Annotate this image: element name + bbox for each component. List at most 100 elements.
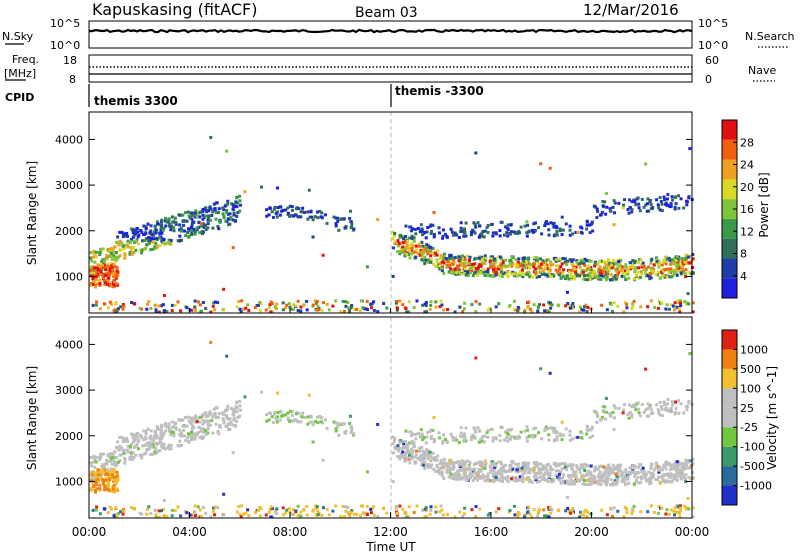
power-cell	[525, 306, 529, 310]
velocity-cell	[196, 505, 200, 509]
velocity-cell	[226, 417, 230, 421]
power-cell	[289, 307, 293, 311]
power-cell	[269, 300, 273, 304]
power-cell	[393, 232, 397, 236]
velocity-cell	[558, 434, 562, 438]
power-cell	[674, 259, 678, 263]
velocity-cell	[673, 476, 677, 480]
velocity-cell	[285, 508, 289, 512]
power-cell	[120, 230, 124, 234]
velocity-cell	[226, 422, 230, 426]
power-cell	[589, 259, 593, 263]
power-cell	[464, 234, 468, 238]
power-cell	[130, 237, 134, 241]
velocity-cell	[634, 471, 638, 475]
velocity-cell	[477, 461, 481, 465]
power-cell	[537, 226, 541, 230]
velocity-cell	[486, 479, 490, 483]
velocity-cell	[334, 504, 338, 508]
velocity-cell	[136, 435, 140, 439]
velocity-cell	[455, 469, 459, 473]
power-cell	[632, 277, 636, 281]
velocity-cell	[448, 469, 452, 473]
velocity-cell	[488, 465, 492, 469]
velocity-cell	[307, 393, 311, 397]
power-cell	[486, 274, 490, 278]
velocity-cell	[636, 401, 640, 405]
velocity-cell	[514, 469, 518, 473]
velocity-cell	[592, 474, 596, 478]
velocity-cell	[154, 436, 158, 440]
power-cell	[565, 263, 569, 267]
velocity-cell	[153, 450, 157, 454]
velocity-cell	[587, 428, 591, 432]
velocity-cell	[625, 507, 629, 511]
velocity-cell	[491, 436, 495, 440]
velocity-cell	[318, 414, 322, 418]
power-cell	[113, 257, 117, 261]
y-tick-label: 3000	[55, 384, 83, 397]
velocity-cell	[118, 445, 122, 449]
power-cell	[159, 304, 163, 308]
velocity-cell	[294, 509, 298, 513]
power-cell	[673, 308, 677, 312]
power-cell	[109, 302, 113, 306]
velocity-cell	[410, 447, 414, 451]
velocity-cell	[89, 461, 93, 465]
velocity-cell	[563, 462, 567, 466]
velocity-cell	[668, 410, 672, 414]
velocity-cell	[93, 476, 97, 480]
power-cell	[395, 299, 399, 303]
velocity-cell	[123, 458, 127, 462]
power-cell	[113, 256, 117, 260]
power-cell	[554, 268, 558, 272]
velocity-cell	[576, 435, 580, 439]
colorbar-tick-label: 8	[740, 248, 747, 261]
velocity-cell	[470, 474, 474, 478]
velocity-cell	[559, 470, 563, 474]
velocity-cell	[235, 410, 239, 414]
velocity-cell	[411, 449, 415, 453]
velocity-cell	[624, 468, 628, 472]
velocity-cell	[114, 479, 118, 483]
velocity-cell	[601, 474, 605, 478]
power-cell	[548, 166, 552, 170]
power-cell	[564, 304, 568, 308]
power-cell	[441, 236, 445, 240]
power-cell	[459, 221, 463, 225]
power-cell	[123, 251, 127, 255]
power-cell	[423, 245, 427, 249]
power-cell	[113, 278, 117, 282]
power-cell	[679, 257, 683, 261]
velocity-cell	[568, 511, 572, 515]
power-cell	[639, 305, 643, 309]
power-cell	[431, 223, 435, 227]
power-cell	[448, 254, 452, 258]
power-cell	[624, 263, 628, 267]
power-cell	[516, 265, 520, 269]
velocity-cell	[623, 480, 627, 484]
velocity-cell	[146, 444, 150, 448]
power-cell	[606, 270, 610, 274]
power-cell	[526, 273, 530, 277]
power-cell	[140, 251, 144, 255]
power-cell	[235, 201, 239, 205]
power-cell	[130, 300, 134, 304]
velocity-cell	[395, 504, 399, 508]
power-cell	[178, 228, 182, 232]
power-cell	[560, 215, 564, 219]
velocity-cell	[172, 431, 176, 435]
power-cell	[571, 258, 575, 262]
power-cell	[655, 259, 659, 263]
power-cell	[396, 239, 400, 243]
power-cell	[555, 233, 559, 237]
velocity-cell	[232, 409, 236, 413]
power-cell	[617, 201, 621, 205]
power-cell	[154, 236, 158, 240]
power-cell	[628, 261, 632, 265]
velocity-cell	[582, 513, 586, 517]
velocity-cell	[504, 430, 508, 434]
velocity-cell	[173, 508, 177, 512]
power-cell	[118, 230, 122, 234]
cpid-segment-2: themis -3300	[395, 84, 484, 98]
